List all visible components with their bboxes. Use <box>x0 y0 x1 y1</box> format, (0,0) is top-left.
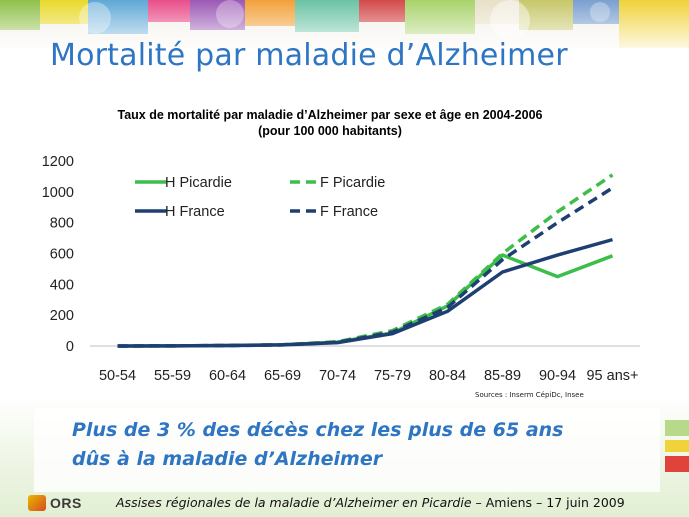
y-tick-label: 400 <box>50 277 74 293</box>
slide-title: Mortalité par maladie d’Alzheimer <box>50 38 568 73</box>
x-tick-label: 70-74 <box>319 368 356 384</box>
x-tick-label: 65-69 <box>264 368 301 384</box>
footer: ORS Assises régionales de la maladie d’A… <box>0 490 689 517</box>
y-tick-label: 1200 <box>42 154 74 170</box>
series-line <box>117 237 613 348</box>
x-tick-label: 60-64 <box>209 368 246 384</box>
x-tick-label: 80-84 <box>429 368 466 384</box>
decorative-squares <box>665 420 689 472</box>
ors-logo-text: ORS <box>50 495 82 511</box>
x-tick-label: 50-54 <box>99 368 136 384</box>
y-tick-label: 200 <box>50 308 74 324</box>
legend-label: H Picardie <box>165 175 232 191</box>
footer-caption: Assises régionales de la maladie d’Alzhe… <box>116 495 625 510</box>
x-tick-label: 95 ans+ <box>586 368 638 384</box>
chart-title-line2: (pour 100 000 habitants) <box>258 124 402 138</box>
y-tick-label: 0 <box>66 339 74 355</box>
y-tick-label: 1000 <box>42 185 74 201</box>
legend-label: H France <box>165 204 225 220</box>
legend-label: F Picardie <box>320 175 385 191</box>
chart-source: Sources : Inserm CépiDc, Insee <box>475 391 584 399</box>
series-line <box>117 253 614 348</box>
series-line <box>117 186 614 348</box>
mortality-line-chart: 0 200 400 600 800 1000 1200 50-54 55-59 60-64 65-6… <box>42 154 640 384</box>
ors-logo: ORS <box>28 493 82 513</box>
footer-event-title: Assises régionales de la maladie d’Alzhe… <box>116 495 472 510</box>
decorative-banner <box>0 0 689 48</box>
conclusion-text: Plus de 3 % des décès chez les plus de 6… <box>72 416 564 474</box>
x-tick-label: 90-94 <box>539 368 576 384</box>
x-tick-label: 75-79 <box>374 368 411 384</box>
chart-title-line1: Taux de mortalité par maladie d’Alzheime… <box>117 108 543 122</box>
x-tick-label: 85-89 <box>484 368 521 384</box>
conclusion-line-1: Plus de 3 % des décès chez les plus de 6… <box>72 419 564 441</box>
conclusion-box <box>34 408 660 492</box>
y-tick-label: 600 <box>50 247 74 263</box>
banner-fade <box>0 0 689 48</box>
ors-logo-icon <box>28 495 46 511</box>
conclusion-line-2: dûs à la maladie d’Alzheimer <box>72 448 383 470</box>
x-tick-label: 55-59 <box>154 368 191 384</box>
footer-event-place-date: – Amiens – 17 juin 2009 <box>471 495 625 510</box>
chart-title: Taux de mortalité par maladie d’Alzheime… <box>80 107 580 139</box>
y-tick-label: 800 <box>50 216 74 232</box>
legend-label: F France <box>320 204 378 220</box>
